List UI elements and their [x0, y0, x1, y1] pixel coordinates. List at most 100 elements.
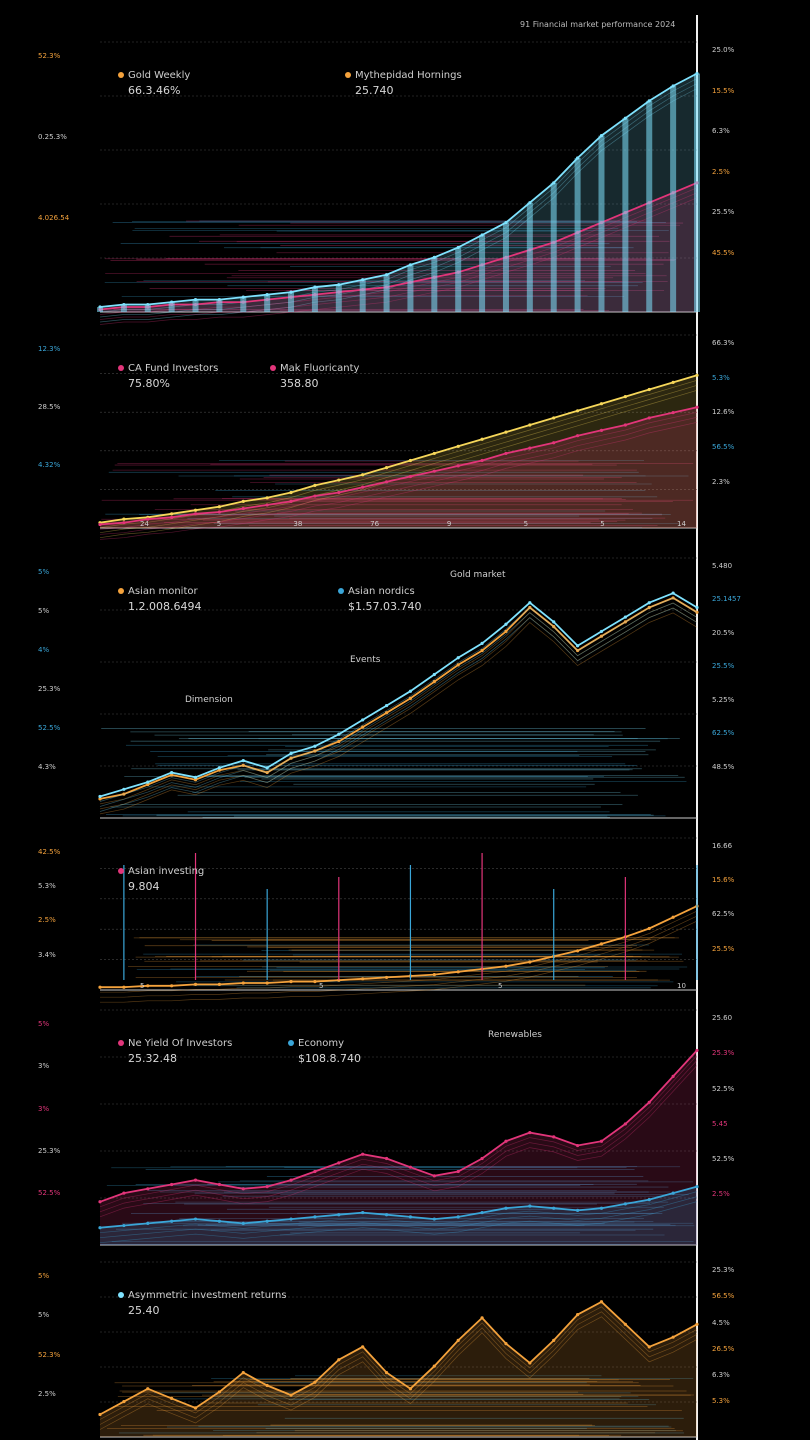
data-point	[528, 960, 532, 964]
data-point	[647, 605, 651, 610]
data-point	[193, 778, 198, 782]
series-echo-line	[99, 607, 698, 810]
chart-panel-5	[98, 1009, 699, 1246]
data-point	[623, 1122, 627, 1126]
chart-annotation: Dimension	[185, 695, 233, 705]
data-point	[384, 1213, 389, 1217]
data-point	[576, 644, 580, 648]
series-echo-line	[99, 597, 698, 802]
legend-value: 25.740	[355, 84, 394, 97]
series-echo-line	[99, 1065, 698, 1218]
data-point	[122, 521, 126, 525]
data-point	[647, 601, 651, 605]
left-axis-label: 2.5%	[38, 916, 56, 925]
data-point	[146, 984, 150, 988]
data-point	[528, 601, 532, 605]
data-point	[337, 478, 341, 482]
data-point	[217, 982, 221, 987]
data-point	[576, 648, 580, 653]
data-point	[528, 1130, 532, 1135]
left-axis-label: 25.3%	[38, 685, 61, 693]
left-axis-label: 52.5%	[38, 724, 61, 732]
data-point	[695, 1322, 699, 1326]
legend-dot-icon	[118, 72, 124, 78]
data-point	[695, 605, 699, 610]
data-point	[241, 758, 245, 763]
series-area	[100, 375, 697, 528]
left-axis-label: 3%	[38, 1062, 50, 1071]
data-point	[146, 782, 150, 787]
right-axis-label: 6.3%	[712, 127, 730, 135]
data-point	[432, 680, 436, 684]
data-point	[599, 1139, 604, 1143]
data-point	[289, 499, 293, 503]
data-point	[241, 1187, 245, 1191]
page-title: 91 Financial market performance 2024	[520, 20, 676, 29]
data-point	[289, 756, 293, 760]
series-line	[100, 905, 698, 989]
data-point	[384, 1371, 389, 1375]
data-point	[146, 1187, 150, 1191]
series-echo-line	[99, 1196, 698, 1239]
data-point	[98, 1412, 102, 1417]
data-point	[480, 1316, 484, 1320]
data-point	[552, 625, 556, 629]
data-point	[432, 672, 436, 677]
data-point	[98, 794, 102, 799]
bar	[216, 299, 223, 312]
series-line	[99, 596, 698, 800]
data-point	[361, 1210, 365, 1215]
data-point	[122, 1399, 126, 1404]
left-axis-label: 0.25.3%	[38, 133, 67, 141]
right-axis-label: 66.3%	[712, 339, 735, 347]
legend-value: 1.2.008.6494	[128, 600, 202, 613]
data-point	[98, 797, 102, 801]
legend-value: 75.80%	[128, 377, 170, 390]
bar	[144, 304, 151, 312]
data-point	[313, 494, 317, 498]
data-point	[289, 1178, 293, 1182]
x-tick-label: 14	[677, 520, 686, 528]
data-point	[671, 915, 675, 919]
data-point	[552, 620, 556, 624]
series-echo-line	[99, 187, 698, 315]
left-axis-label: 5%	[38, 607, 50, 615]
data-point	[265, 1219, 269, 1223]
data-point	[599, 629, 604, 634]
data-point	[193, 775, 198, 779]
right-axis-label: 45.5%	[712, 248, 735, 257]
series-echo-line	[99, 602, 698, 807]
data-point	[122, 985, 126, 989]
data-point	[552, 1135, 556, 1139]
data-point	[599, 634, 604, 638]
data-point	[408, 1387, 413, 1391]
data-point	[193, 982, 198, 987]
legend-label: Mythepidad Hornings	[345, 70, 462, 81]
data-point	[384, 480, 389, 484]
data-point	[241, 1221, 245, 1225]
right-axis-label: 26.5%	[712, 1344, 735, 1353]
data-point	[576, 1313, 580, 1317]
right-axis-label: 5.25%	[712, 695, 735, 704]
legend-dot-icon	[288, 1040, 294, 1046]
left-axis-label: 5%	[38, 1272, 50, 1280]
data-point	[313, 483, 317, 487]
bar	[670, 85, 677, 313]
series-echo-line	[100, 915, 698, 998]
data-point	[432, 1217, 436, 1221]
data-point	[623, 1322, 627, 1326]
series-echo-line	[99, 83, 698, 318]
legend-value: 9.804	[128, 880, 160, 893]
right-axis-label: 15.6%	[712, 876, 735, 885]
x-tick-label: 5	[319, 982, 324, 990]
data-point	[122, 1223, 126, 1228]
left-axis-label: 25.3%	[38, 1146, 61, 1155]
data-point	[265, 1185, 269, 1189]
right-axis-label: 62.5%	[712, 910, 735, 919]
left-axis-label: 52.3%	[38, 1350, 61, 1359]
series-echo-line	[99, 1306, 698, 1420]
right-axis-label: 56.5%	[712, 1292, 735, 1301]
chart-annotation: Events	[350, 655, 381, 665]
data-point	[528, 423, 532, 427]
